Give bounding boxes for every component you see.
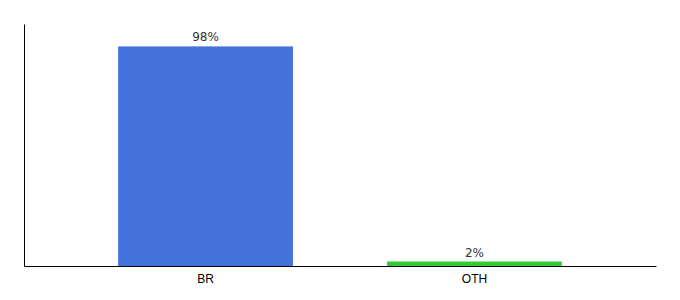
bars — [118, 46, 562, 266]
data-label: 98% — [192, 30, 219, 44]
y-axis-line — [24, 25, 25, 267]
y-axis — [24, 25, 25, 267]
data-labels: 98% 2% — [192, 30, 484, 259]
bar — [387, 262, 562, 266]
chart: BR OTH 98% 2% — [0, 0, 680, 300]
x-axis: BR OTH — [25, 267, 657, 287]
plot: BR OTH 98% 2% — [25, 25, 657, 287]
data-label: 2% — [465, 246, 484, 260]
x-tick: BR — [197, 272, 214, 286]
x-axis-line — [25, 266, 657, 267]
x-tick-label: BR — [197, 272, 214, 286]
x-tick-label: OTH — [462, 272, 487, 286]
bar — [118, 46, 293, 266]
x-tick: OTH — [462, 272, 487, 286]
